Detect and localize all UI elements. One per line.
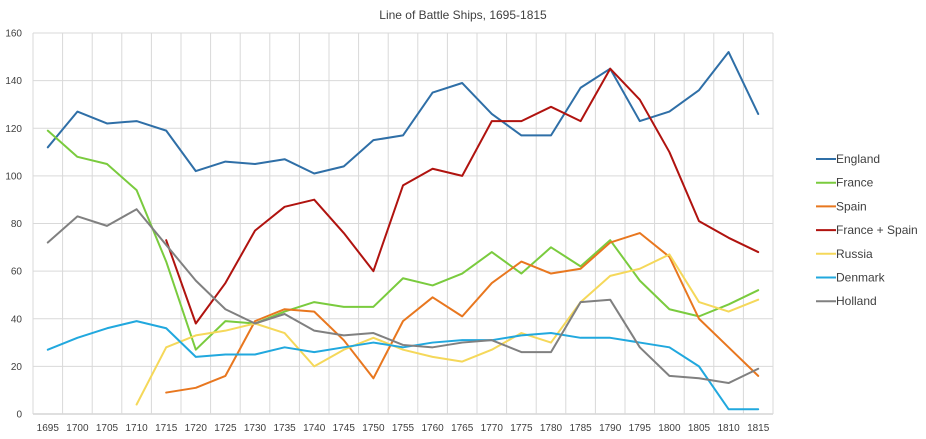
x-tick-label: 1710 — [125, 423, 148, 434]
legend-label-holland: Holland — [836, 294, 877, 308]
x-tick-label: 1775 — [510, 423, 533, 434]
series-lines — [46, 51, 760, 411]
series-line-spain — [165, 232, 760, 394]
series-line-england — [46, 51, 760, 175]
y-tick-label: 120 — [5, 124, 22, 135]
legend-label-russia: Russia — [836, 247, 873, 261]
y-tick-label: 160 — [5, 29, 22, 40]
series-line-france — [46, 129, 760, 351]
x-tick-label: 1785 — [569, 423, 592, 434]
x-tick-label: 1760 — [421, 423, 444, 434]
y-tick-label: 20 — [11, 362, 23, 373]
x-tick-label: 1740 — [303, 423, 326, 434]
x-tick-label: 1780 — [540, 423, 563, 434]
y-tick-label: 40 — [11, 314, 23, 325]
x-tick-label: 1725 — [214, 423, 237, 434]
legend-label-spain: Spain — [836, 199, 867, 213]
x-tick-label: 1730 — [244, 423, 267, 434]
series-line-denmark — [46, 320, 760, 411]
x-tick-label: 1810 — [717, 423, 740, 434]
legend-label-england: England — [836, 152, 880, 166]
x-tick-label: 1715 — [155, 423, 178, 434]
x-axis-ticks: 1695 1700 1705 1710 1715 1720 1725 1730 1735 1740… — [37, 423, 770, 434]
x-tick-label: 1765 — [451, 423, 474, 434]
x-tick-label: 1815 — [747, 423, 770, 434]
legend-label-denmark: Denmark — [836, 271, 886, 285]
x-tick-label: 1790 — [599, 423, 622, 434]
chart-title: Line of Battle Ships, 1695-1815 — [379, 8, 547, 22]
y-tick-label: 80 — [11, 219, 23, 230]
x-tick-label: 1700 — [66, 423, 89, 434]
series-line-russia — [135, 253, 760, 406]
legend: England France Spain France + Spain Russia De… — [816, 152, 918, 308]
legend-label-france-spain: France + Spain — [836, 223, 918, 237]
x-tick-label: 1770 — [481, 423, 504, 434]
y-tick-label: 60 — [11, 267, 23, 278]
y-tick-label: 0 — [16, 410, 22, 421]
x-tick-label: 1720 — [185, 423, 208, 434]
x-tick-label: 1805 — [688, 423, 711, 434]
y-tick-label: 100 — [5, 171, 22, 182]
x-tick-label: 1750 — [362, 423, 385, 434]
x-tick-label: 1755 — [392, 423, 415, 434]
x-tick-label: 1745 — [333, 423, 356, 434]
x-tick-label: 1795 — [629, 423, 652, 434]
x-tick-label: 1800 — [658, 423, 681, 434]
y-axis-ticks: 0 20 40 60 80 100 120 140 160 — [5, 29, 22, 421]
x-tick-label: 1695 — [37, 423, 60, 434]
series-line-holland — [46, 208, 760, 385]
grid — [32, 32, 774, 415]
x-tick-label: 1705 — [96, 423, 119, 434]
series-line-france-spain — [165, 67, 760, 325]
y-tick-label: 140 — [5, 76, 22, 87]
x-tick-label: 1735 — [273, 423, 296, 434]
legend-label-france: France — [836, 176, 874, 190]
